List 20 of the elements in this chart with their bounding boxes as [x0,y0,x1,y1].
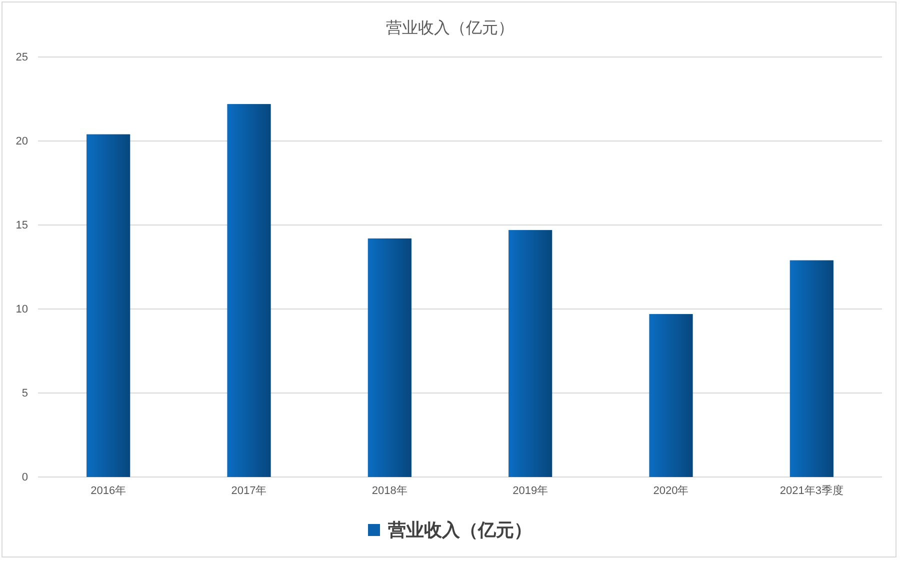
x-tick-label: 2019年 [512,484,548,497]
y-tick-label: 25 [16,52,28,64]
bar [86,134,130,477]
y-tick-label: 0 [22,472,28,484]
chart-title: 营业收入（亿元） [386,18,514,37]
x-tick-label: 2016年 [90,484,126,497]
y-tick-label: 15 [16,220,28,232]
y-tick-label: 20 [16,136,28,148]
y-tick-label: 5 [22,388,28,400]
bar [649,314,693,477]
bar [508,230,552,477]
y-tick-label: 10 [16,304,28,316]
bar [790,260,834,477]
legend-label: 营业收入（亿元） [387,520,532,541]
x-tick-label: 2017年 [231,484,267,497]
x-tick-label: 2020年 [653,484,689,497]
bar [368,238,412,477]
bar [227,104,271,477]
x-tick-label: 2021年3季度 [780,484,844,497]
x-tick-label: 2018年 [372,484,408,497]
